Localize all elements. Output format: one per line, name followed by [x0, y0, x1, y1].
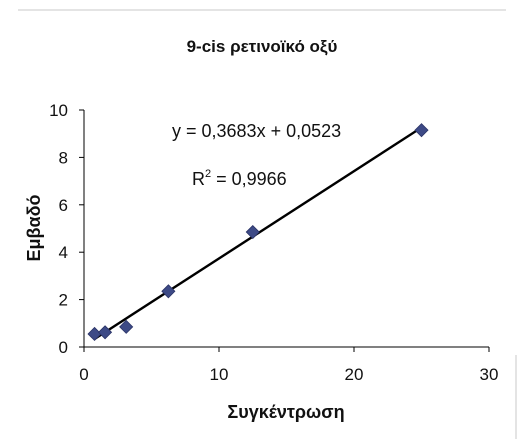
- data-point: [161, 284, 176, 299]
- r-squared-superscript: 2: [205, 168, 211, 180]
- data-point: [97, 325, 113, 340]
- y-tick-label: 8: [59, 148, 68, 167]
- data-points: [87, 123, 429, 342]
- y-tick-label: 0: [59, 338, 68, 357]
- data-point: [245, 224, 260, 240]
- x-tick-label: 30: [480, 365, 499, 384]
- y-tick-label: 6: [59, 196, 68, 215]
- x-axis-ticks: 0 10 20 30: [79, 347, 498, 384]
- data-point: [119, 319, 134, 334]
- data-point: [87, 326, 102, 342]
- data-point: [414, 123, 429, 138]
- chart-title: 9-cis ρετινοϊκό οξύ: [187, 37, 338, 56]
- x-tick-label: 0: [79, 365, 88, 384]
- plot-area: 0 2 4 6 8 10 0 10 20 30: [49, 101, 498, 384]
- y-tick-label: 4: [59, 243, 68, 262]
- y-tick-label: 2: [59, 291, 68, 310]
- r-squared-prefix: R: [192, 169, 205, 189]
- y-axis-label: Εμβαδό: [24, 195, 44, 262]
- r-squared-label: R2 = 0,9966: [192, 168, 287, 189]
- x-tick-label: 10: [210, 365, 229, 384]
- y-axis-ticks: 0 2 4 6 8 10: [49, 101, 84, 357]
- y-tick-label: 10: [49, 101, 68, 120]
- equation-label: y = 0,3683x + 0,0523: [172, 121, 341, 141]
- r-squared-value: = 0,9966: [211, 169, 287, 189]
- x-tick-label: 20: [345, 365, 364, 384]
- x-axis-label: Συγκέντρωση: [227, 402, 344, 422]
